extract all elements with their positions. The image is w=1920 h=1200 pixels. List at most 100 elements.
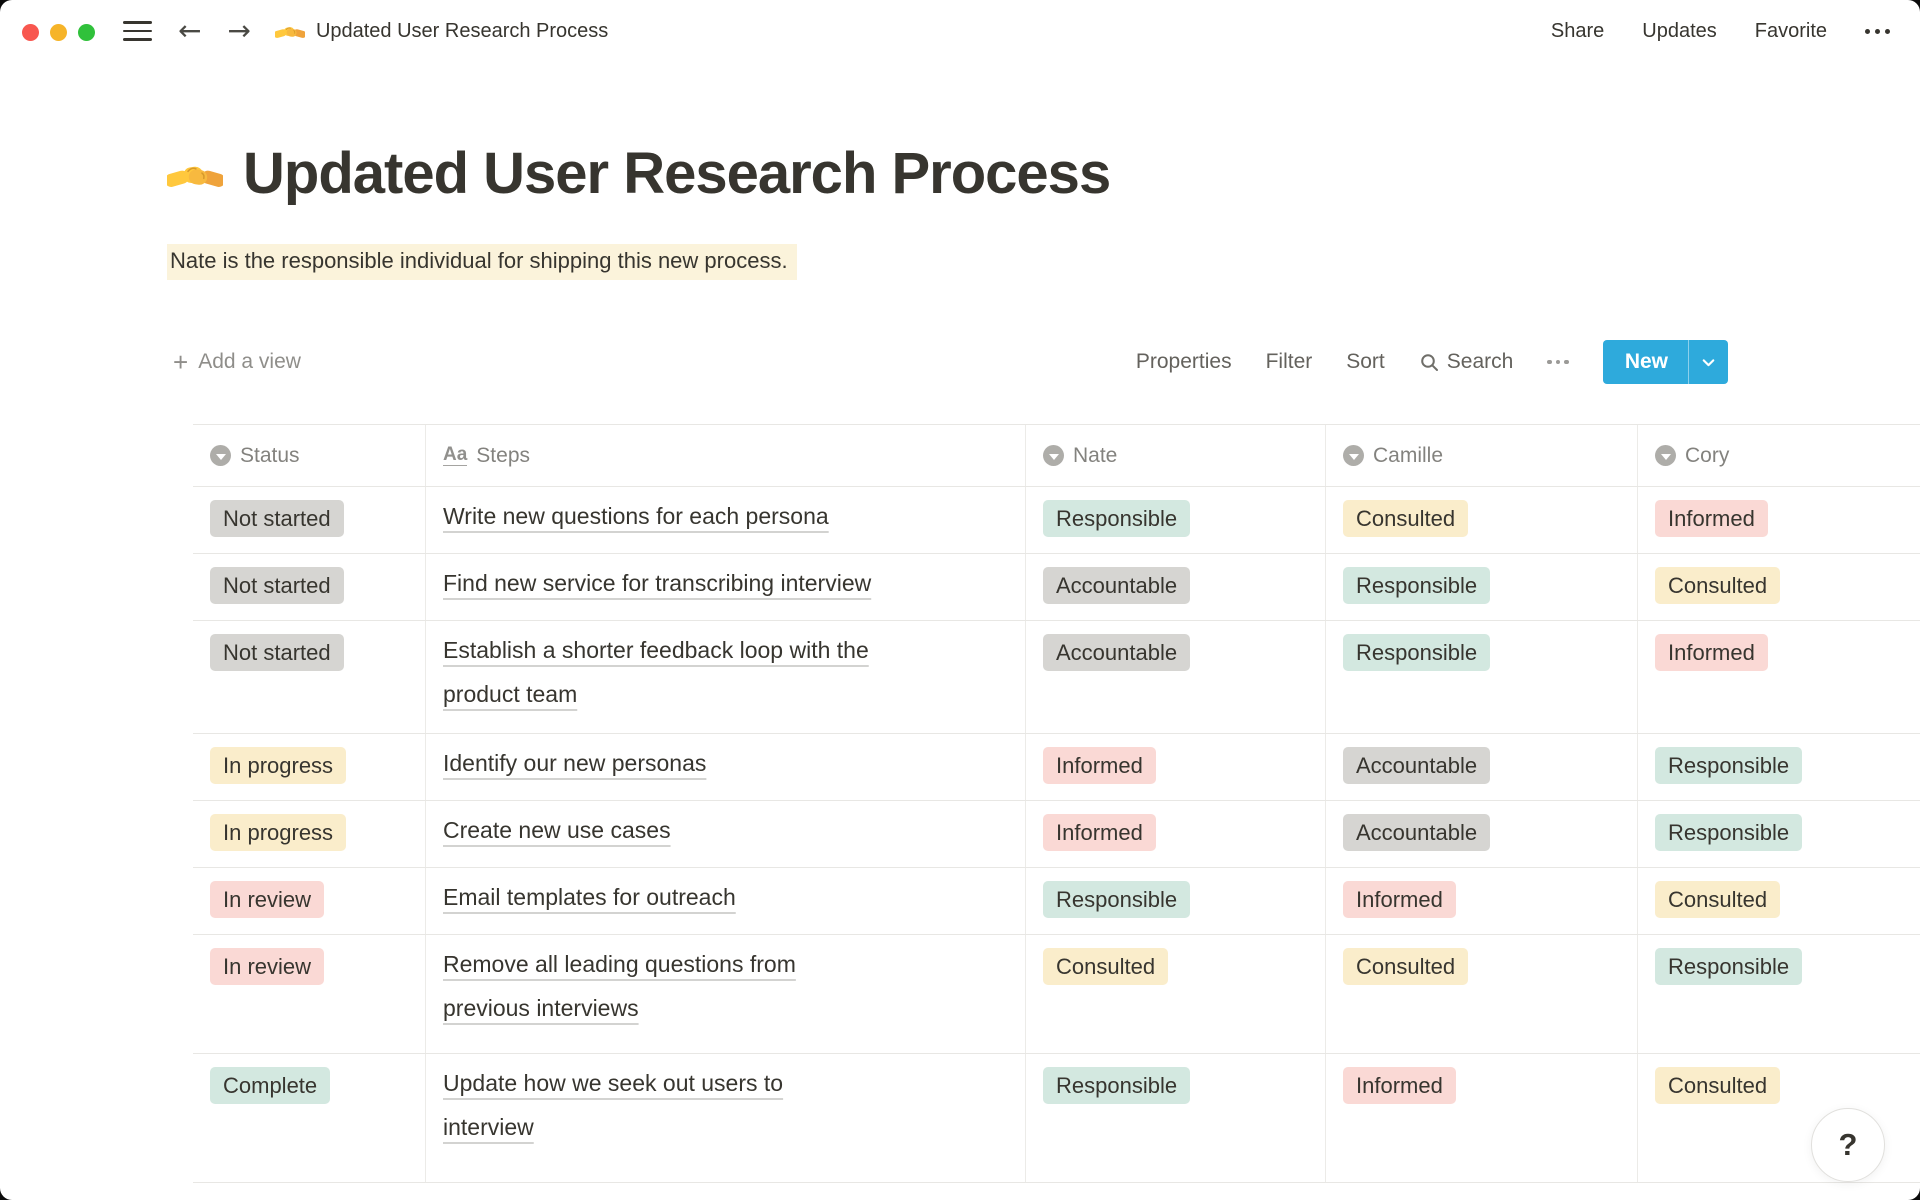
search-icon <box>1420 353 1438 371</box>
steps-cell[interactable]: Find new service for transcribing interv… <box>425 554 1025 620</box>
sort-button[interactable]: Sort <box>1346 350 1385 373</box>
assignment-badge: Responsible <box>1043 1067 1191 1105</box>
cory-cell[interactable]: Consulted <box>1637 868 1920 934</box>
steps-cell[interactable]: Write new questions for each persona <box>425 487 1025 553</box>
breadcrumb-page-title[interactable]: Updated User Research Process <box>315 19 609 42</box>
camille-cell[interactable]: Responsible <box>1325 554 1637 620</box>
zoom-button[interactable] <box>78 23 95 41</box>
step-title-link[interactable]: Identify our new personas <box>443 750 707 776</box>
filter-button[interactable]: Filter <box>1265 350 1313 373</box>
collection-toolbar: + Add a view Properties Filter Sort Sear… <box>173 338 1920 386</box>
nate-cell[interactable]: Responsible <box>1025 1054 1325 1182</box>
assignment-badge: Informed <box>1655 500 1768 538</box>
assignment-badge: Accountable <box>1343 747 1491 785</box>
add-view-button[interactable]: + Add a view <box>173 349 301 375</box>
back-arrow-icon[interactable]: ← <box>178 14 202 47</box>
cory-cell[interactable]: Informed <box>1637 621 1920 733</box>
status-cell[interactable]: Not started <box>193 621 425 733</box>
step-title-link[interactable]: Establish a shorter feedback loop with t… <box>443 637 869 707</box>
cory-cell[interactable]: Responsible <box>1637 935 1920 1053</box>
column-header-steps[interactable]: Aa Steps <box>425 425 1025 486</box>
camille-cell[interactable]: Accountable <box>1325 801 1637 867</box>
table-header-row: Status Aa Steps Nate Camille Cory <box>193 424 1920 487</box>
column-label: Camille <box>1373 443 1444 467</box>
toolbar-more-icon[interactable] <box>1547 359 1569 365</box>
status-cell[interactable]: In review <box>193 868 425 934</box>
status-cell[interactable]: In progress <box>193 734 425 800</box>
cory-cell[interactable]: Consulted <box>1637 1054 1920 1182</box>
nate-cell[interactable]: Responsible <box>1025 868 1325 934</box>
nate-cell[interactable]: Consulted <box>1025 935 1325 1053</box>
assignment-badge: Responsible <box>1043 881 1191 919</box>
column-label: Steps <box>476 443 530 467</box>
column-header-camille[interactable]: Camille <box>1325 425 1637 486</box>
new-dropdown-button[interactable] <box>1689 340 1728 384</box>
step-title-link[interactable]: Update how we seek out users to intervie… <box>443 1070 784 1140</box>
steps-cell[interactable]: Identify our new personas <box>425 734 1025 800</box>
plus-icon: + <box>173 347 189 377</box>
assignment-badge: Responsible <box>1343 567 1491 605</box>
nate-cell[interactable]: Informed <box>1025 734 1325 800</box>
camille-cell[interactable]: Informed <box>1325 868 1637 934</box>
steps-cell[interactable]: Update how we seek out users to intervie… <box>425 1054 1025 1182</box>
rasci-table: Status Aa Steps Nate Camille Cory <box>193 424 1920 1183</box>
status-cell[interactable]: In review <box>193 935 425 1053</box>
camille-cell[interactable]: Responsible <box>1325 621 1637 733</box>
assignment-badge: Informed <box>1655 634 1768 672</box>
forward-arrow-icon[interactable]: → <box>227 14 251 47</box>
close-button[interactable] <box>22 23 39 41</box>
sidebar-toggle-icon[interactable] <box>123 21 152 41</box>
step-title-link[interactable]: Email templates for outreach <box>443 884 736 910</box>
favorite-button[interactable]: Favorite <box>1754 19 1827 42</box>
step-title-link[interactable]: Remove all leading questions from previo… <box>443 951 796 1021</box>
cory-cell[interactable]: Responsible <box>1637 734 1920 800</box>
status-cell[interactable]: Not started <box>193 554 425 620</box>
step-title-link[interactable]: Write new questions for each persona <box>443 503 829 529</box>
step-title-link[interactable]: Create new use cases <box>443 817 671 843</box>
status-cell[interactable]: Not started <box>193 487 425 553</box>
handshake-emoji-icon[interactable] <box>167 146 223 202</box>
nate-cell[interactable]: Accountable <box>1025 621 1325 733</box>
camille-cell[interactable]: Consulted <box>1325 487 1637 553</box>
nate-cell[interactable]: Responsible <box>1025 487 1325 553</box>
column-header-status[interactable]: Status <box>193 425 425 486</box>
camille-cell[interactable]: Consulted <box>1325 935 1637 1053</box>
assignment-badge: Informed <box>1043 747 1156 785</box>
assignment-badge: Consulted <box>1655 567 1781 605</box>
status-badge: Complete <box>210 1067 331 1105</box>
add-view-label: Add a view <box>198 350 301 373</box>
camille-cell[interactable]: Informed <box>1325 1054 1637 1182</box>
assignment-badge: Accountable <box>1343 814 1491 852</box>
nate-cell[interactable]: Accountable <box>1025 554 1325 620</box>
steps-cell[interactable]: Create new use cases <box>425 801 1025 867</box>
search-button[interactable]: Search <box>1419 350 1513 374</box>
column-header-nate[interactable]: Nate <box>1025 425 1325 486</box>
steps-cell[interactable]: Establish a shorter feedback loop with t… <box>425 621 1025 733</box>
cory-cell[interactable]: Informed <box>1637 487 1920 553</box>
nate-cell[interactable]: Informed <box>1025 801 1325 867</box>
window-controls <box>22 23 95 41</box>
chevron-down-icon <box>1702 358 1715 366</box>
status-cell[interactable]: Complete <box>193 1054 425 1182</box>
column-header-cory[interactable]: Cory <box>1637 425 1920 486</box>
status-cell[interactable]: In progress <box>193 801 425 867</box>
more-options-icon[interactable] <box>1865 28 1890 34</box>
new-button[interactable]: New <box>1624 350 1668 373</box>
minimize-button[interactable] <box>50 23 67 41</box>
table-row: In progress Identify our new personas In… <box>193 734 1920 801</box>
help-button[interactable]: ? <box>1811 1108 1885 1182</box>
table-row: Not started Find new service for transcr… <box>193 554 1920 621</box>
share-button[interactable]: Share <box>1550 19 1605 42</box>
step-title-link[interactable]: Find new service for transcribing interv… <box>443 570 872 596</box>
cory-cell[interactable]: Consulted <box>1637 554 1920 620</box>
highlighted-text-block[interactable]: Nate is the responsible individual for s… <box>167 244 797 280</box>
camille-cell[interactable]: Accountable <box>1325 734 1637 800</box>
steps-cell[interactable]: Remove all leading questions from previo… <box>425 935 1025 1053</box>
updates-button[interactable]: Updates <box>1642 19 1717 42</box>
properties-button[interactable]: Properties <box>1135 350 1232 373</box>
assignment-badge: Consulted <box>1343 948 1469 986</box>
page-title[interactable]: Updated User Research Process <box>243 141 1111 207</box>
steps-cell[interactable]: Email templates for outreach <box>425 868 1025 934</box>
cory-cell[interactable]: Responsible <box>1637 801 1920 867</box>
table-row: Complete Update how we seek out users to… <box>193 1054 1920 1183</box>
